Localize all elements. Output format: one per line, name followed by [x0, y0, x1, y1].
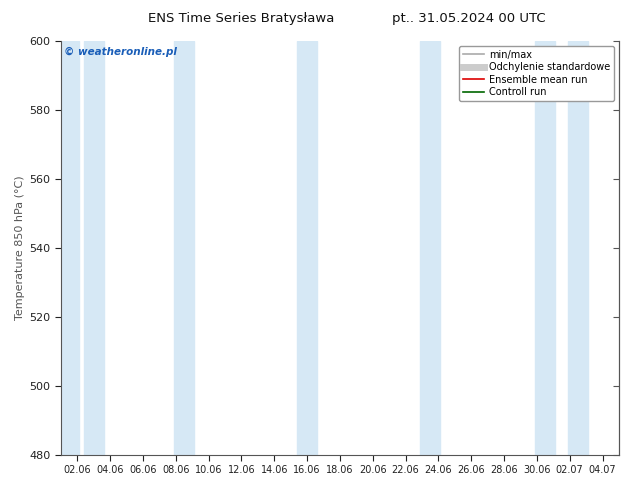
Bar [174, 41, 194, 455]
Bar [420, 41, 440, 455]
Y-axis label: Temperature 850 hPa (°C): Temperature 850 hPa (°C) [15, 175, 25, 320]
Bar [297, 41, 317, 455]
Text: ENS Time Series Bratysława: ENS Time Series Bratysława [148, 12, 334, 25]
Bar [84, 41, 103, 455]
Text: pt.. 31.05.2024 00 UTC: pt.. 31.05.2024 00 UTC [392, 12, 546, 25]
Legend: min/max, Odchylenie standardowe, Ensemble mean run, Controll run: min/max, Odchylenie standardowe, Ensembl… [459, 46, 614, 101]
Bar [568, 41, 588, 455]
Bar [59, 41, 79, 455]
Bar [535, 41, 555, 455]
Text: © weatheronline.pl: © weatheronline.pl [63, 47, 176, 57]
